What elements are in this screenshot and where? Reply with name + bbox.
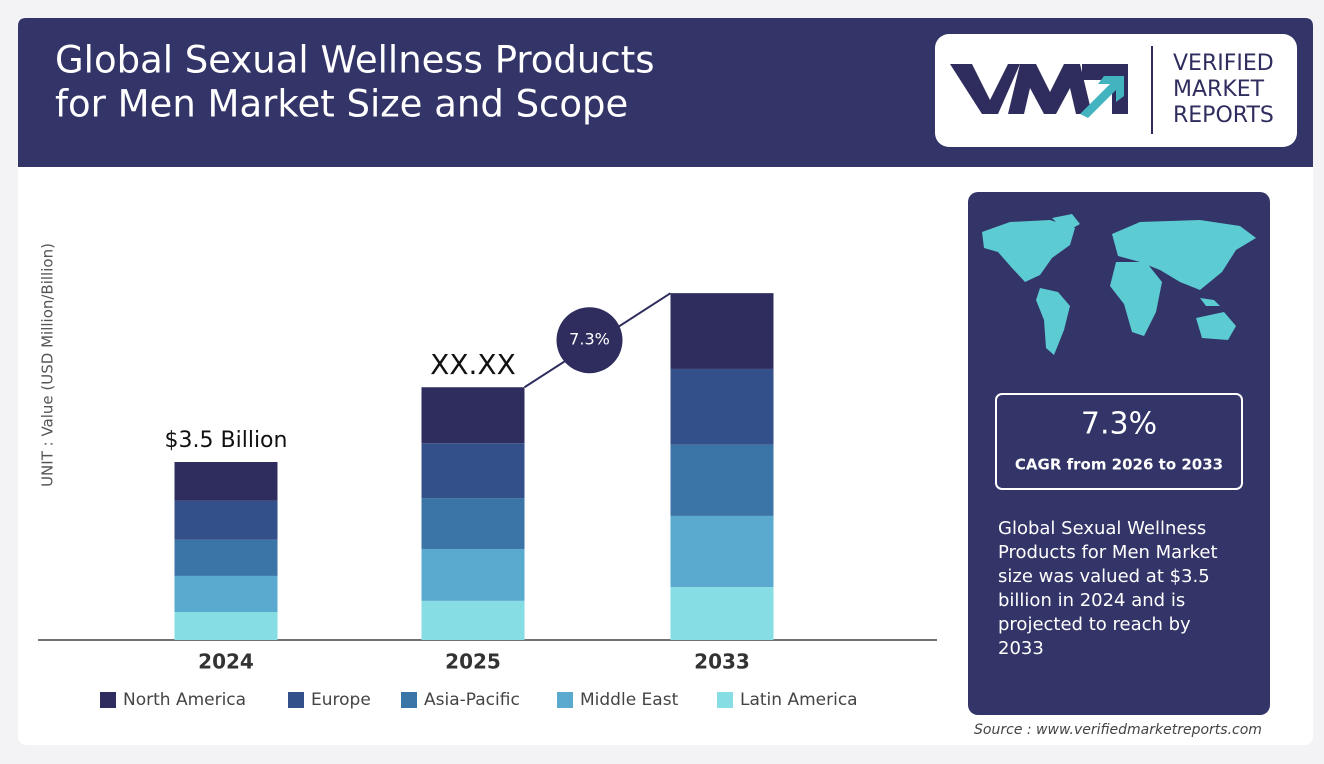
x-tick-label: 2033 bbox=[694, 650, 750, 674]
bar-segment bbox=[174, 500, 278, 540]
bar-segment bbox=[421, 387, 525, 444]
legend-swatch bbox=[288, 692, 304, 708]
growth-label: 7.3% bbox=[569, 330, 610, 349]
bar-segment bbox=[421, 548, 525, 601]
bar-segment bbox=[174, 539, 278, 576]
bar-segment bbox=[174, 575, 278, 613]
x-tick-label: 2025 bbox=[445, 650, 501, 674]
title-line: Global Sexual Wellness Products bbox=[55, 39, 654, 82]
legend-label: North America bbox=[123, 690, 246, 710]
legend-label: Latin America bbox=[740, 690, 858, 710]
bar-segment bbox=[670, 515, 774, 588]
y-axis-label: UNIT : Value (USD Million/Billion) bbox=[39, 243, 57, 487]
cagr-box bbox=[995, 393, 1243, 490]
bar-segment bbox=[421, 600, 525, 640]
description-line: Products for Men Market bbox=[998, 542, 1218, 563]
bar-segment bbox=[174, 612, 278, 640]
logo-text: REPORTS bbox=[1173, 103, 1274, 128]
legend-label: Europe bbox=[311, 690, 371, 710]
description-line: 2033 bbox=[998, 638, 1044, 659]
cagr-value: 7.3% bbox=[1081, 407, 1157, 442]
legend-label: Asia-Pacific bbox=[424, 690, 520, 710]
description-line: size was valued at $3.5 bbox=[998, 566, 1210, 587]
bar-segment bbox=[670, 587, 774, 640]
cagr-caption: CAGR from 2026 to 2033 bbox=[1015, 456, 1223, 474]
legend-swatch bbox=[557, 692, 573, 708]
title-line: for Men Market Size and Scope bbox=[55, 83, 628, 126]
bar-segment bbox=[670, 293, 774, 369]
bar-segment bbox=[670, 444, 774, 516]
bar-label: $3.5 Billion bbox=[165, 428, 288, 453]
legend-swatch bbox=[401, 692, 417, 708]
source: Source : www.verifiedmarketreports.com bbox=[974, 722, 1262, 738]
logo-mark bbox=[950, 64, 1128, 118]
description-line: billion in 2024 and is bbox=[998, 590, 1185, 611]
growth-bubble bbox=[556, 307, 623, 374]
bar-label: XX.XX bbox=[430, 348, 516, 381]
legend-label: Middle East bbox=[580, 690, 679, 710]
x-tick-label: 2024 bbox=[198, 650, 254, 674]
legend-swatch bbox=[100, 692, 116, 708]
logo-text: VERIFIED bbox=[1173, 51, 1274, 76]
description-line: Global Sexual Wellness bbox=[998, 518, 1206, 539]
side-panel bbox=[968, 192, 1270, 715]
description: Global Sexual Wellness Products for Men M… bbox=[998, 518, 1218, 659]
chart: 2024 $3.5 Billion 2025 XX.XX 2033 7.3% North A… bbox=[38, 292, 937, 710]
bar-segment bbox=[421, 443, 525, 499]
bar-segment bbox=[421, 498, 525, 549]
bar-segment bbox=[670, 368, 774, 445]
bar-segment bbox=[174, 462, 278, 501]
description-line: projected to reach by bbox=[998, 614, 1191, 635]
logo-text: MARKET bbox=[1173, 77, 1265, 102]
legend-swatch bbox=[717, 692, 733, 708]
world-map bbox=[982, 214, 1256, 355]
